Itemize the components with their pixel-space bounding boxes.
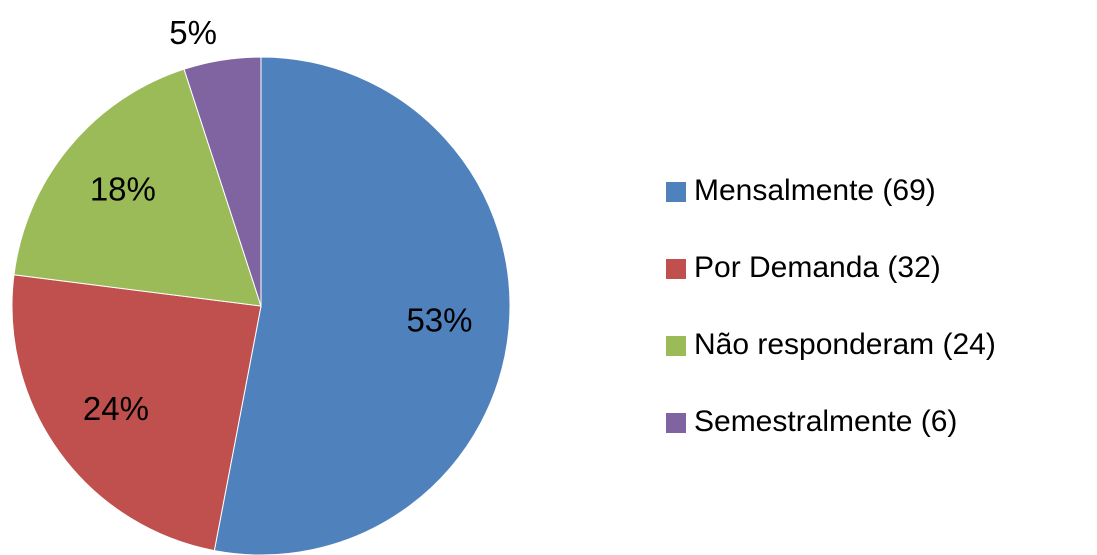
- pie-slice: [13, 68, 262, 307]
- legend-swatch: [666, 259, 686, 279]
- legend-swatch: [666, 182, 686, 202]
- legend-label: Mensalmente (69): [694, 174, 936, 207]
- data-label: 5%: [169, 14, 217, 51]
- legend-label: Por Demanda (32): [694, 251, 941, 284]
- data-label: 53%: [406, 302, 472, 339]
- legend-swatch: [666, 336, 686, 356]
- pie-slice: [183, 56, 262, 307]
- data-label: 24%: [83, 390, 149, 427]
- legend-swatch: [666, 413, 686, 433]
- data-label: 18%: [90, 170, 156, 207]
- pie-slice: [213, 56, 511, 555]
- legend-label: Semestralmente (6): [694, 405, 957, 438]
- legend-label: Não responderam (24): [694, 328, 996, 361]
- pie-slice: [11, 274, 262, 552]
